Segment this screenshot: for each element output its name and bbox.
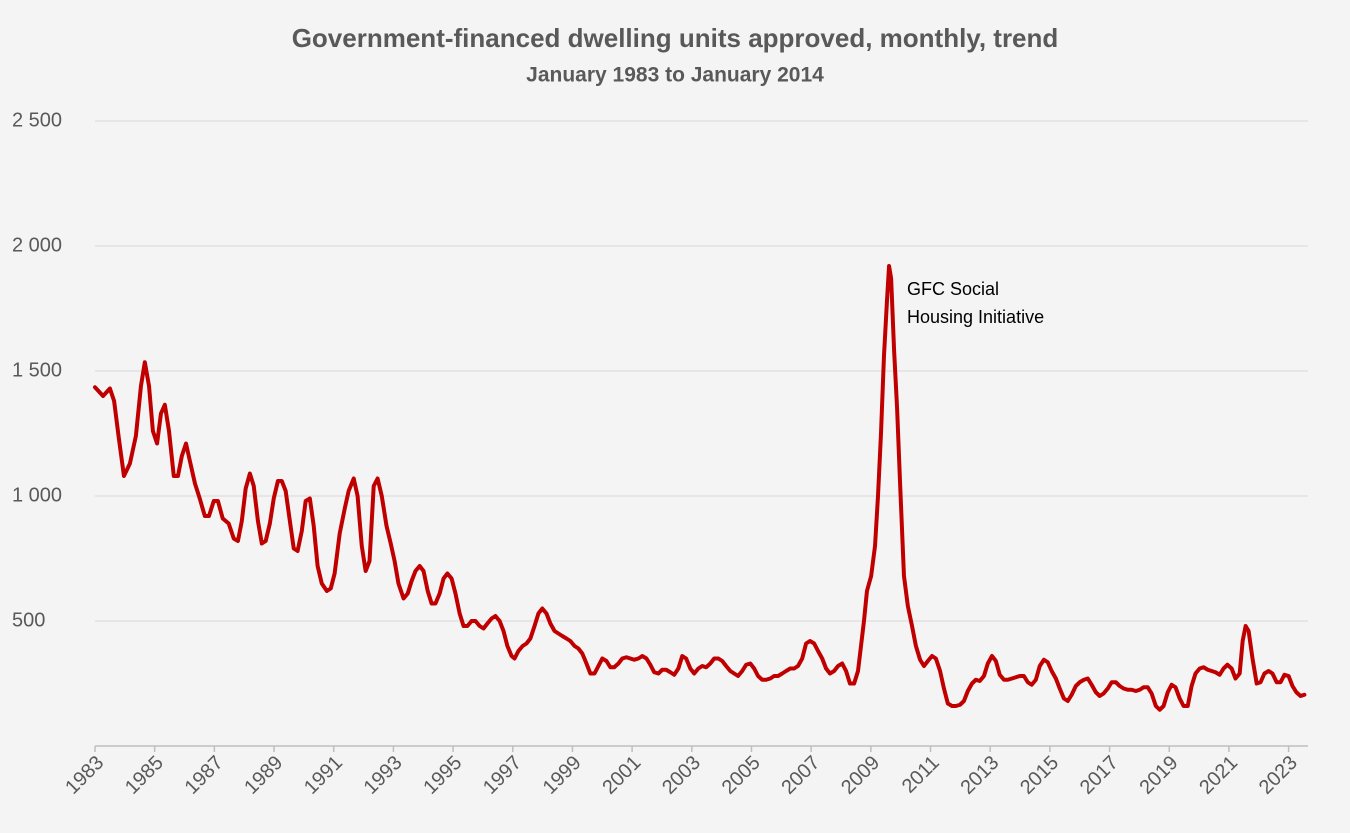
chart-subtitle: January 1983 to January 2014 <box>526 64 824 87</box>
y-tick-label: 1 000 <box>12 484 62 506</box>
y-tick-label: 2 000 <box>12 234 62 256</box>
y-tick-label: 2 500 <box>12 109 62 131</box>
series-line <box>93 264 1307 712</box>
annotation: Housing Initiative <box>907 307 1044 327</box>
y-tick-label: 500 <box>12 609 45 631</box>
y-tick-label: 1 500 <box>12 359 62 381</box>
annotation: GFC Social <box>907 279 999 299</box>
chart-title: Government-financed dwelling units appro… <box>292 23 1059 53</box>
